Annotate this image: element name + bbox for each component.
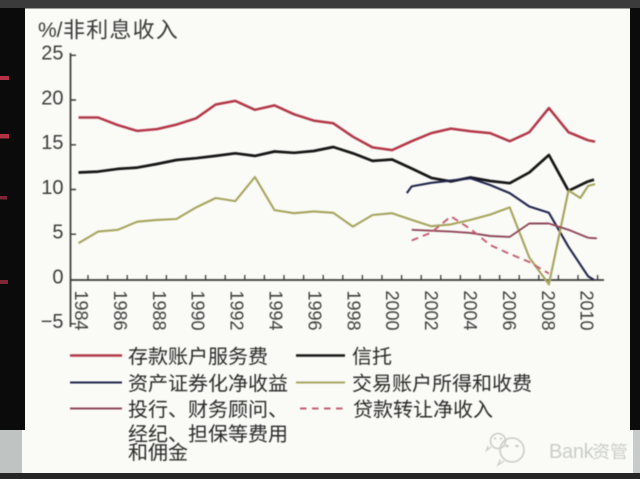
- svg-text:25: 25: [41, 43, 63, 65]
- svg-text:20: 20: [41, 87, 63, 109]
- svg-text:1990: 1990: [188, 291, 208, 331]
- svg-text:2008: 2008: [538, 291, 558, 331]
- svg-text:1984: 1984: [71, 291, 91, 331]
- svg-text:2002: 2002: [421, 291, 441, 331]
- svg-text:1996: 1996: [304, 291, 324, 331]
- svg-text:15: 15: [41, 132, 63, 154]
- svg-text:%/: %/: [38, 19, 63, 42]
- svg-text:10: 10: [41, 177, 63, 199]
- svg-text:1994: 1994: [266, 291, 286, 331]
- svg-text:5: 5: [52, 222, 63, 244]
- svg-text:2004: 2004: [460, 291, 480, 331]
- svg-text:1988: 1988: [149, 291, 169, 331]
- svg-text:0: 0: [52, 266, 63, 288]
- svg-text:1992: 1992: [227, 291, 247, 331]
- svg-text:2010: 2010: [577, 291, 597, 331]
- svg-text:2000: 2000: [382, 291, 402, 331]
- svg-text:Bank: Bank: [549, 441, 595, 463]
- svg-text:2006: 2006: [499, 291, 519, 331]
- svg-text:1998: 1998: [343, 291, 363, 331]
- svg-text:1986: 1986: [110, 291, 130, 331]
- svg-text:−5: −5: [41, 311, 64, 333]
